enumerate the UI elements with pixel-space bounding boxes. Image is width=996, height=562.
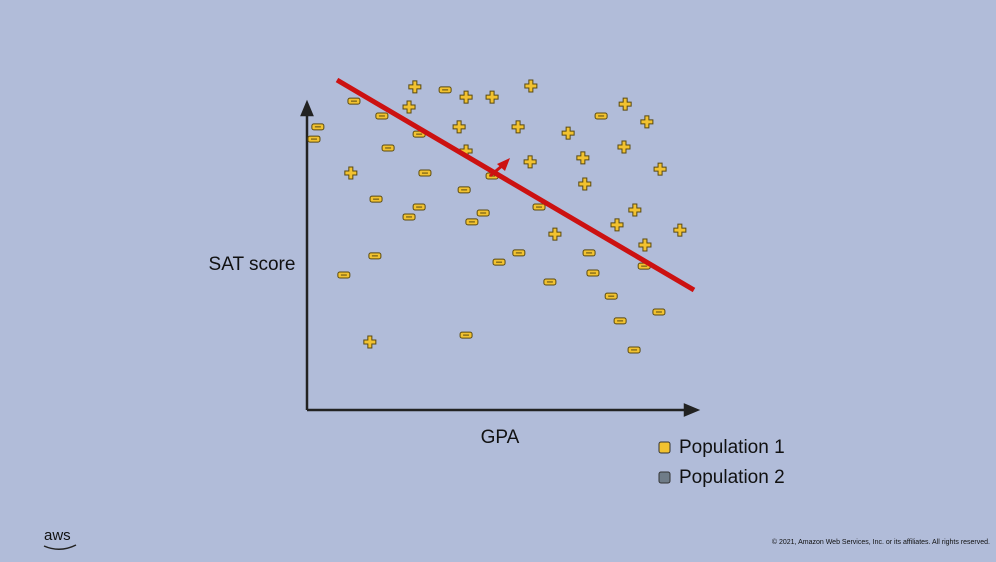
plus-point [524, 79, 538, 93]
decision-line [335, 77, 696, 293]
plus-shape [610, 218, 624, 232]
plus-point [653, 162, 667, 176]
minus-point [532, 203, 546, 211]
minus-point [375, 112, 389, 120]
minus-point [438, 86, 452, 94]
plus-shape [363, 335, 377, 349]
plus-point [363, 335, 377, 349]
minus-point [476, 209, 490, 217]
minus-point [459, 331, 473, 339]
minus-point [369, 195, 383, 203]
minus-point [457, 186, 471, 194]
x-axis-label: GPA [481, 427, 520, 448]
plus-point [610, 218, 624, 232]
plus-shape [459, 90, 473, 104]
copyright: © 2021, Amazon Web Services, Inc. or its… [772, 538, 990, 546]
legend: Population 1 Population 2 [658, 437, 785, 488]
legend-label: Population 2 [679, 467, 785, 488]
plus-point [638, 238, 652, 252]
y-axis-arrow [300, 99, 314, 117]
minus-point [412, 203, 426, 211]
plus-point [459, 90, 473, 104]
minus-point [368, 252, 382, 260]
plus-point [617, 140, 631, 154]
plus-point [523, 155, 537, 169]
legend-swatch [658, 471, 671, 484]
minus-point [418, 169, 432, 177]
plus-point [452, 120, 466, 134]
y-axis-label: SAT score [209, 254, 296, 275]
minus-point [512, 249, 526, 257]
legend-label: Population 1 [679, 437, 785, 458]
minus-point [594, 112, 608, 120]
plus-point [402, 100, 416, 114]
x-axis-arrow [683, 403, 701, 417]
points [307, 79, 687, 354]
minus-point [543, 278, 557, 286]
minus-point [586, 269, 600, 277]
plus-shape [640, 115, 654, 129]
minus-point [613, 317, 627, 325]
plus-point [511, 120, 525, 134]
plus-point [561, 126, 575, 140]
minus-point [311, 123, 325, 131]
plus-shape [408, 80, 422, 94]
normal-arrowhead [497, 158, 510, 171]
minus-point [307, 135, 321, 143]
plus-shape [673, 223, 687, 237]
axes [300, 99, 701, 417]
plus-shape [628, 203, 642, 217]
plus-shape [523, 155, 537, 169]
plus-point [408, 80, 422, 94]
plus-shape [617, 140, 631, 154]
legend-swatch [658, 441, 671, 454]
plus-shape [485, 90, 499, 104]
plus-shape [576, 151, 590, 165]
plus-shape [618, 97, 632, 111]
plus-point [673, 223, 687, 237]
plus-point [548, 227, 562, 241]
plus-shape [452, 120, 466, 134]
minus-point [582, 249, 596, 257]
plus-shape [344, 166, 358, 180]
minus-point [492, 258, 506, 266]
plus-shape [402, 100, 416, 114]
plus-shape [511, 120, 525, 134]
plus-point [576, 151, 590, 165]
plus-shape [524, 79, 538, 93]
plus-point [640, 115, 654, 129]
minus-point [337, 271, 351, 279]
aws-smile [43, 544, 77, 550]
plus-shape [638, 238, 652, 252]
minus-point [402, 213, 416, 221]
plus-point [618, 97, 632, 111]
plus-point [344, 166, 358, 180]
aws-logo: aws [44, 527, 71, 544]
minus-point [652, 308, 666, 316]
minus-point [381, 144, 395, 152]
minus-point [465, 218, 479, 226]
plus-shape [578, 177, 592, 191]
plus-point [485, 90, 499, 104]
minus-point [347, 97, 361, 105]
plus-point [628, 203, 642, 217]
minus-point [604, 292, 618, 300]
minus-point [627, 346, 641, 354]
plus-shape [653, 162, 667, 176]
plus-shape [548, 227, 562, 241]
plus-point [578, 177, 592, 191]
plus-shape [561, 126, 575, 140]
